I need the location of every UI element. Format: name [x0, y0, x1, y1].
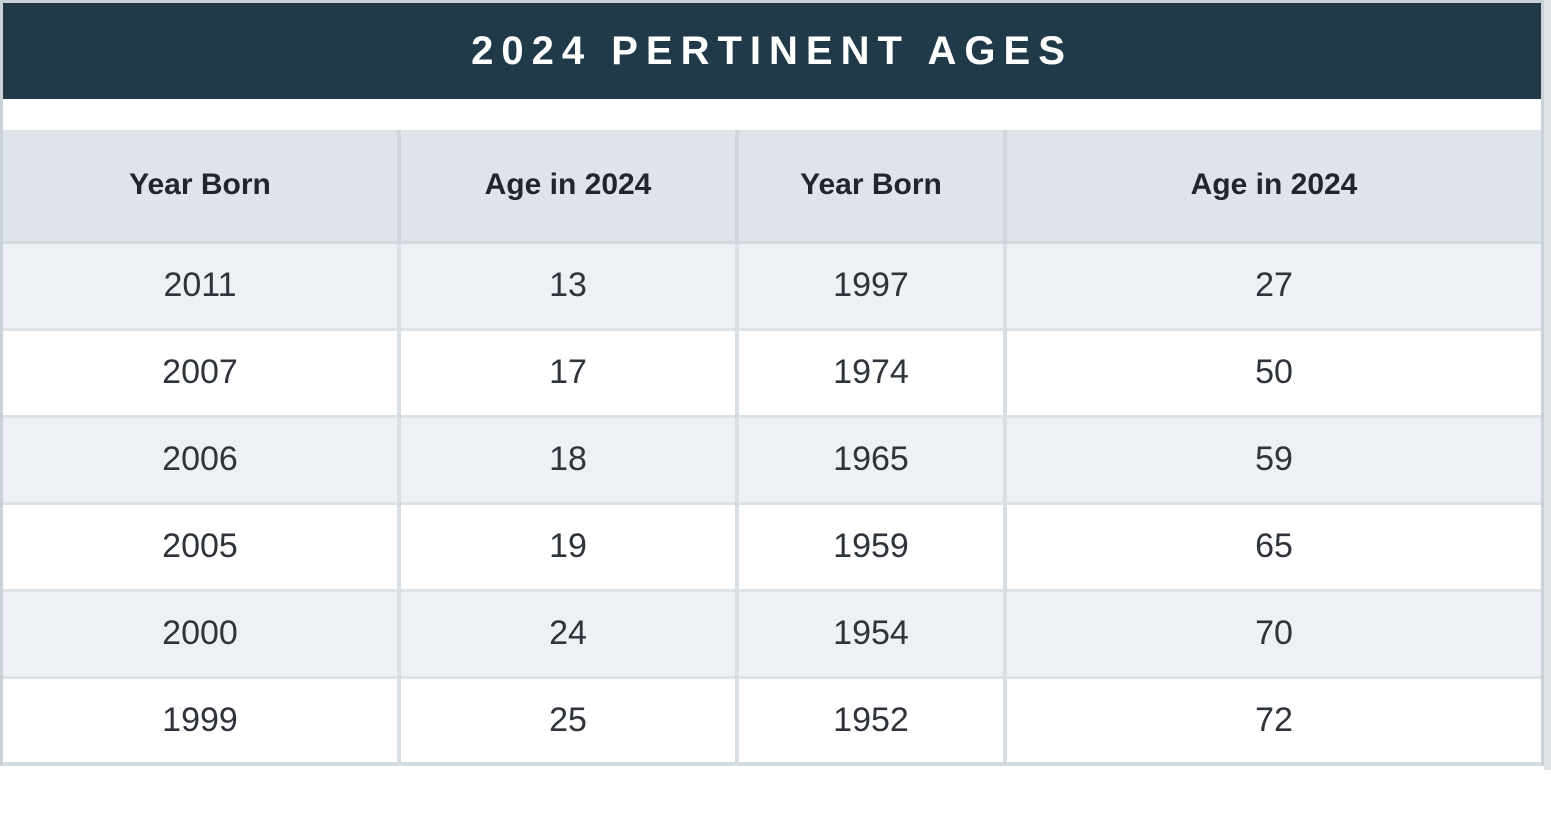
- year-born-cell: 1954: [735, 590, 1005, 679]
- ages-table: Year Born Age in 2024 Year Born Age in 2…: [3, 130, 1541, 766]
- page-edge-strip: [1544, 0, 1551, 770]
- year-born-cell: 1965: [735, 416, 1005, 505]
- age-cell: 59: [1003, 416, 1541, 505]
- age-cell: 25: [397, 677, 737, 766]
- table-row: 2011 13 1997 27: [3, 242, 1541, 331]
- year-born-cell: 2000: [3, 590, 399, 679]
- table-row: 2000 24 1954 70: [3, 590, 1541, 679]
- age-cell: 19: [397, 503, 737, 592]
- table-row: 2005 19 1959 65: [3, 503, 1541, 592]
- age-cell: 18: [397, 416, 737, 505]
- table-row: 2006 18 1965 59: [3, 416, 1541, 505]
- table-row: 1999 25 1952 72: [3, 677, 1541, 766]
- age-cell: 50: [1003, 329, 1541, 418]
- header-age-2024-left: Age in 2024: [397, 130, 737, 244]
- year-born-cell: 2006: [3, 416, 399, 505]
- table-row: 2007 17 1974 50: [3, 329, 1541, 418]
- year-born-cell: 2011: [3, 242, 399, 331]
- age-cell: 72: [1003, 677, 1541, 766]
- age-cell: 70: [1003, 590, 1541, 679]
- age-cell: 17: [397, 329, 737, 418]
- title-banner: 2024 PERTINENT AGES: [3, 3, 1541, 99]
- year-born-cell: 2005: [3, 503, 399, 592]
- year-born-cell: 1997: [735, 242, 1005, 331]
- header-age-2024-right: Age in 2024: [1003, 130, 1541, 244]
- header-year-born-right: Year Born: [735, 130, 1005, 244]
- year-born-cell: 1999: [3, 677, 399, 766]
- age-cell: 65: [1003, 503, 1541, 592]
- age-cell: 27: [1003, 242, 1541, 331]
- year-born-cell: 1952: [735, 677, 1005, 766]
- year-born-cell: 1959: [735, 503, 1005, 592]
- banner-table-gap: [3, 99, 1541, 130]
- year-born-cell: 2007: [3, 329, 399, 418]
- header-year-born-left: Year Born: [3, 130, 399, 244]
- age-cell: 13: [397, 242, 737, 331]
- year-born-cell: 1974: [735, 329, 1005, 418]
- page-title: 2024 PERTINENT AGES: [471, 28, 1073, 73]
- age-cell: 24: [397, 590, 737, 679]
- pertinent-ages-card: 2024 PERTINENT AGES Year Born Age in 202…: [0, 0, 1544, 766]
- table-header-row: Year Born Age in 2024 Year Born Age in 2…: [3, 130, 1541, 244]
